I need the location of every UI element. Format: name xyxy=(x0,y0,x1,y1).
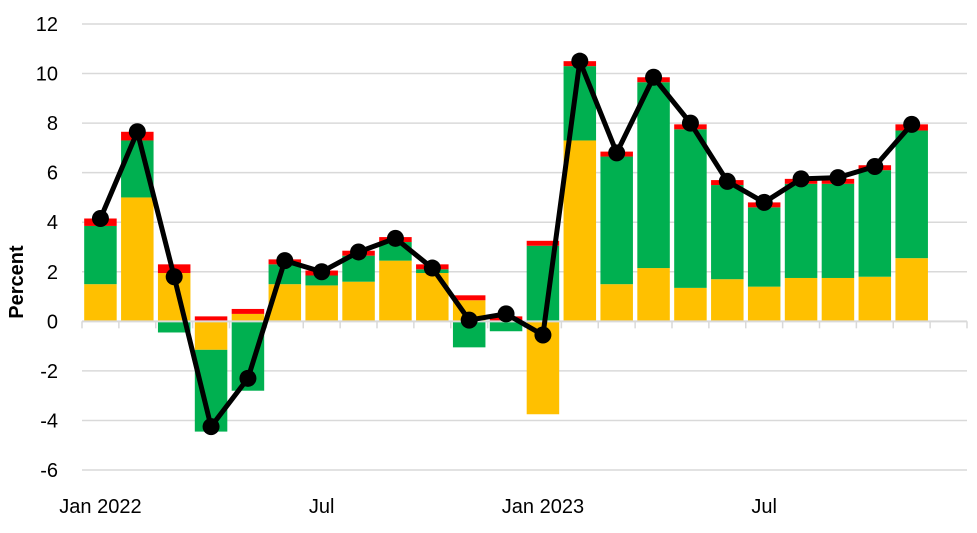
y-axis-title: Percent xyxy=(6,245,28,319)
line-marker xyxy=(645,68,663,86)
axes xyxy=(81,320,968,329)
line-marker xyxy=(350,243,368,261)
line-marker xyxy=(128,123,146,141)
bar-segment xyxy=(674,287,707,322)
bar-segment xyxy=(747,286,781,322)
bar-segment xyxy=(194,321,228,350)
line-marker xyxy=(534,326,552,344)
y-tick-label: 0 xyxy=(47,311,58,333)
line-marker xyxy=(386,229,404,247)
line-marker xyxy=(718,172,736,190)
line-marker xyxy=(202,418,220,436)
bar-segment xyxy=(674,129,707,288)
y-tick-label: -4 xyxy=(40,410,58,432)
gridlines xyxy=(82,23,967,471)
bar-segment xyxy=(526,240,560,246)
bar-segment xyxy=(711,185,744,280)
line-marker xyxy=(423,259,441,277)
bar-segment xyxy=(157,321,191,333)
bar-segment xyxy=(858,276,892,322)
y-tick-label: 6 xyxy=(47,163,58,185)
y-tick-label: 2 xyxy=(47,262,58,284)
bar-segment xyxy=(858,170,892,277)
bar-segment xyxy=(563,140,597,322)
x-tick-label: Jul xyxy=(309,496,335,518)
bar-segment xyxy=(600,156,633,285)
line-marker xyxy=(497,305,515,323)
line-marker xyxy=(608,144,626,162)
bar-segment xyxy=(84,284,117,322)
bar-segment xyxy=(600,284,633,322)
bar-segment xyxy=(784,277,818,322)
bar-segment xyxy=(194,316,228,322)
y-tick-label: 12 xyxy=(36,14,58,36)
total-line-series xyxy=(91,52,921,436)
line-marker xyxy=(755,193,773,211)
bar-segment xyxy=(84,225,117,285)
bar-segment xyxy=(452,295,486,301)
bar-segment xyxy=(784,183,818,278)
bar-segment xyxy=(489,321,523,332)
bar-segment xyxy=(711,279,744,322)
bar-segment xyxy=(821,277,855,322)
bar-segment xyxy=(305,285,338,322)
bar-segment xyxy=(637,82,670,269)
y-tick-label: -6 xyxy=(40,460,58,482)
bar-segment xyxy=(231,308,265,314)
bar-segment xyxy=(637,268,670,322)
line-marker xyxy=(866,157,884,175)
y-tick-label: -2 xyxy=(40,361,58,383)
bars xyxy=(84,61,928,432)
y-tick-label: 8 xyxy=(47,113,58,135)
line-marker xyxy=(460,311,478,329)
bar-segment xyxy=(895,258,928,322)
x-tick-label: Jan 2023 xyxy=(502,496,584,518)
line-marker xyxy=(239,369,257,387)
line-marker xyxy=(829,169,847,187)
x-tick-label: Jul xyxy=(751,496,777,518)
line-marker xyxy=(91,210,109,228)
bar-segment xyxy=(342,281,375,322)
x-tick-label: Jan 2022 xyxy=(59,496,141,518)
bar-segment xyxy=(121,197,154,322)
line-marker xyxy=(681,114,699,132)
bar-segment xyxy=(821,183,855,278)
bar-segment xyxy=(747,207,781,287)
bar-segment xyxy=(231,313,265,322)
y-tick-label: 10 xyxy=(36,64,58,86)
line-marker xyxy=(792,170,810,188)
y-tick-label: 4 xyxy=(47,212,58,234)
line-marker xyxy=(165,268,183,286)
line-marker xyxy=(276,252,294,270)
bar-segment xyxy=(895,130,928,259)
bar-segment xyxy=(305,275,338,286)
tick-labels: -6 -4 -2 0 2 4 6 8 10 12 Jan 2022 Jul Jan 2023 Jul xyxy=(36,14,777,518)
line-marker xyxy=(903,115,921,133)
line-marker xyxy=(571,52,589,70)
bar-segment xyxy=(379,260,412,322)
line-marker xyxy=(313,263,331,281)
